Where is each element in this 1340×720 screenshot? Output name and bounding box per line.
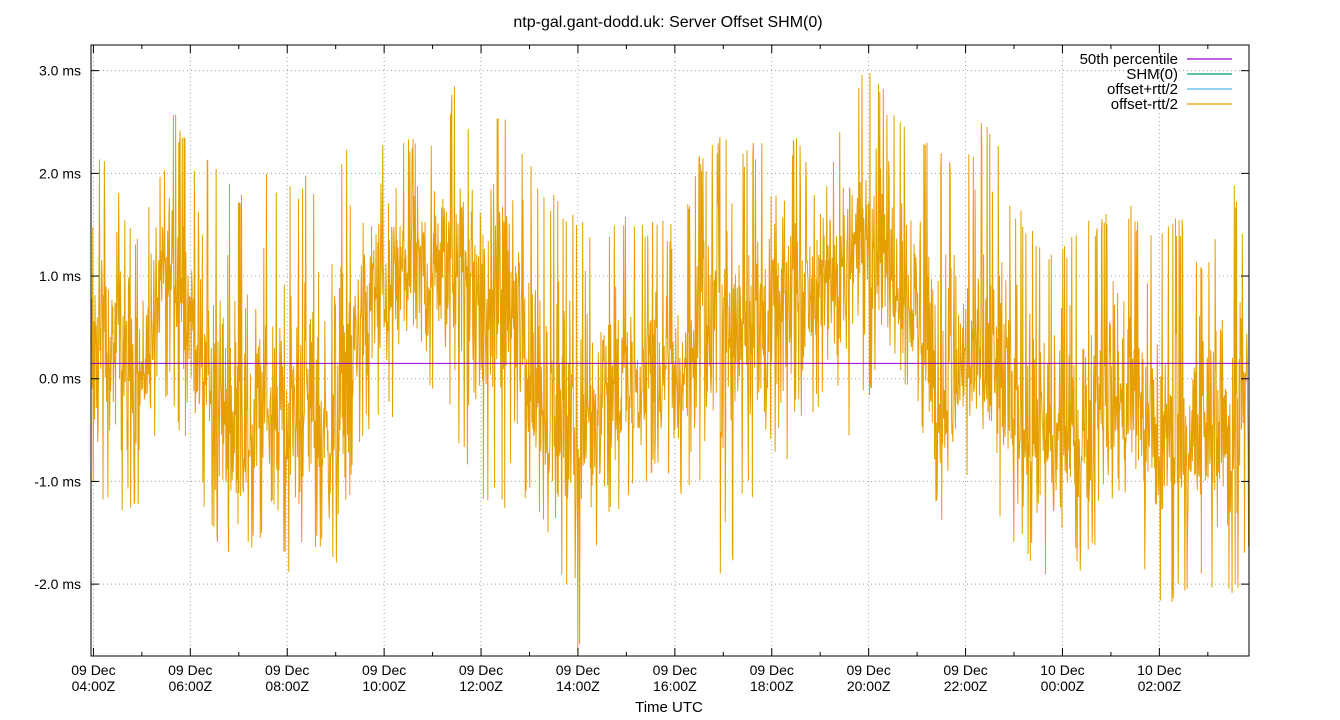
axis-ticks: [91, 45, 1249, 656]
x-tick-date-label: 09 Dec: [556, 662, 600, 678]
x-tick-time-label: 22:00Z: [944, 678, 988, 694]
x-axis-label: Time UTC: [635, 699, 703, 716]
x-tick-time-label: 06:00Z: [169, 678, 213, 694]
y-tick-label: 0.0 ms: [39, 371, 81, 387]
x-tick-time-label: 12:00Z: [459, 678, 503, 694]
legend-label: offset+rtt/2: [1107, 81, 1178, 98]
x-tick-date-label: 09 Dec: [653, 662, 697, 678]
series-offset-rtt-minus-line: [90, 73, 1250, 652]
x-tick-date-label: 09 Dec: [943, 662, 987, 678]
x-tick-time-label: 14:00Z: [556, 678, 600, 694]
x-tick-date-label: 09 Dec: [71, 662, 115, 678]
x-tick-date-label: 09 Dec: [362, 662, 406, 678]
legend-label: 50th percentile: [1080, 51, 1178, 68]
x-tick-date-label: 09 Dec: [846, 662, 890, 678]
x-tick-date-label: 09 Dec: [168, 662, 212, 678]
x-tick-time-label: 04:00Z: [72, 678, 116, 694]
x-tick-date-label: 09 Dec: [265, 662, 309, 678]
x-tick-time-label: 18:00Z: [750, 678, 794, 694]
x-tick-time-label: 20:00Z: [847, 678, 891, 694]
y-tick-label: -2.0 ms: [34, 576, 81, 592]
legend-label: offset-rtt/2: [1111, 96, 1178, 113]
x-tick-time-label: 00:00Z: [1041, 678, 1085, 694]
y-axis-tick-labels: 3.0 ms 2.0 ms 1.0 ms 0.0 ms -1.0 ms -2.0 ms: [34, 63, 81, 592]
x-tick-time-label: 16:00Z: [653, 678, 697, 694]
y-tick-label: 3.0 ms: [39, 63, 81, 79]
y-tick-label: -1.0 ms: [34, 473, 81, 489]
y-tick-label: 1.0 ms: [39, 268, 81, 284]
x-tick-date-label: 09 Dec: [459, 662, 503, 678]
x-tick-date-label: 09 Dec: [750, 662, 794, 678]
x-tick-time-label: 08:00Z: [265, 678, 309, 694]
legend: 50th percentileSHM(0)offset+rtt/2offset-…: [1080, 51, 1232, 113]
x-tick-time-label: 02:00Z: [1138, 678, 1182, 694]
x-tick-date-label: 10 Dec: [1040, 662, 1084, 678]
y-tick-label: 2.0 ms: [39, 165, 81, 181]
chart-title: ntp-gal.gant-dodd.uk: Server Offset SHM(…: [513, 14, 822, 31]
series-layer: [90, 73, 1250, 652]
plot-frame: [90, 44, 1250, 657]
legend-label: SHM(0): [1126, 66, 1178, 83]
x-tick-date-label: 10 Dec: [1137, 662, 1181, 678]
x-tick-time-label: 10:00Z: [362, 678, 406, 694]
